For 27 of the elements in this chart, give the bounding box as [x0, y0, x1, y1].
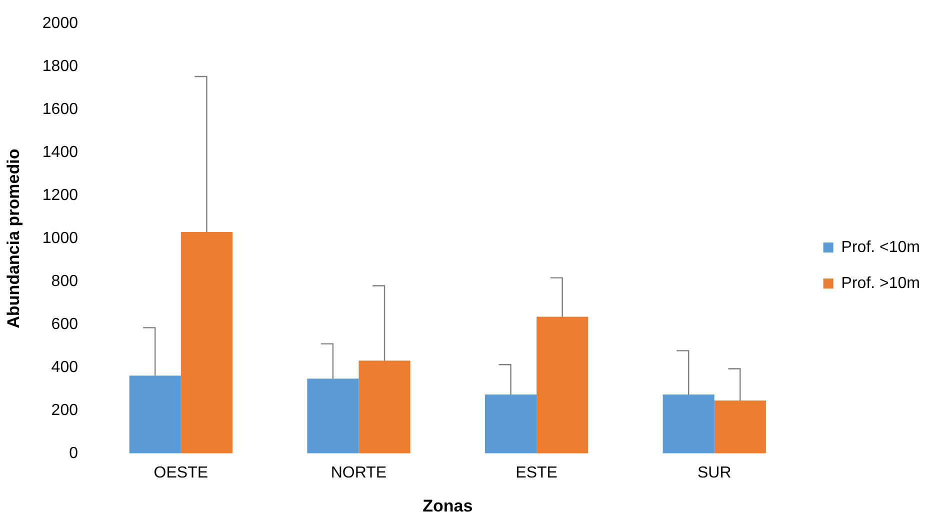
x-tick-label: SUR	[697, 464, 732, 482]
legend-label: Prof. <10m	[841, 238, 920, 256]
y-tick-label: 1600	[42, 100, 78, 118]
y-tick-label: 1200	[42, 186, 78, 204]
bar	[180, 232, 232, 454]
y-tick-label: 200	[51, 402, 78, 419]
y-tick-label: 1400	[42, 144, 78, 161]
y-tick-label: 1000	[42, 230, 78, 247]
bar	[358, 360, 410, 454]
bar	[536, 316, 588, 454]
y-tick-label: 600	[51, 316, 78, 333]
x-axis-title: Zonas	[422, 496, 473, 516]
x-tick-label: NORTE	[330, 464, 387, 482]
y-tick-label: 0	[69, 444, 78, 462]
bar	[662, 394, 714, 454]
y-tick-label: 2000	[42, 15, 78, 32]
bar	[714, 400, 766, 454]
y-tick-label: 800	[51, 272, 78, 290]
bar	[129, 376, 181, 454]
bar	[307, 378, 359, 454]
legend-label: Prof. >10m	[841, 274, 920, 292]
y-tick-label: 400	[51, 358, 78, 376]
x-tick-label: OESTE	[154, 464, 208, 482]
bar	[484, 394, 537, 454]
x-tick-label: ESTE	[516, 464, 558, 482]
y-tick-label: 1800	[42, 58, 78, 75]
y-axis-title: Abundancia promedio	[4, 148, 23, 328]
